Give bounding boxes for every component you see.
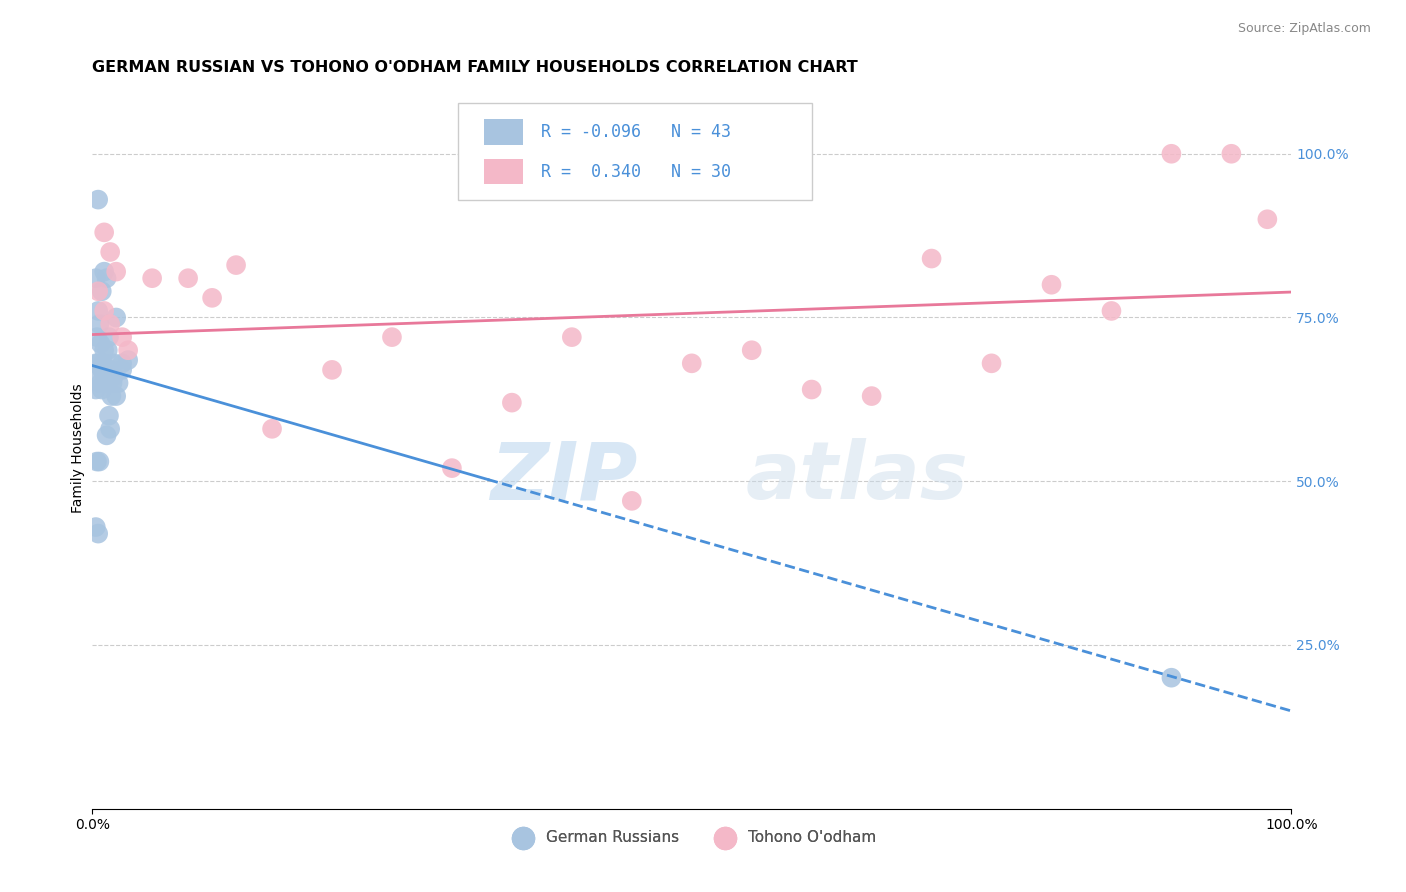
Point [980,356,1002,370]
Point [93,343,115,358]
Point [111,330,134,344]
Point [87,369,110,384]
Point [90,336,112,351]
Text: Source: ZipAtlas.com: Source: ZipAtlas.com [1237,22,1371,36]
Point [1040,277,1063,292]
Point [98,317,121,331]
Point [201,291,224,305]
Point [105,310,128,325]
Point [501,395,523,409]
Point [96,271,118,285]
Point [87,285,110,299]
Point [381,330,404,344]
Point [89,454,111,468]
Bar [484,120,523,145]
Point [260,422,283,436]
Point [225,258,247,272]
Bar [484,159,523,185]
Point [107,376,129,390]
Point [84,356,107,370]
Point [91,356,114,370]
Point [87,193,110,207]
Point [177,271,200,285]
Point [84,383,107,397]
Point [98,422,121,436]
Point [105,265,128,279]
Point [103,369,125,384]
FancyBboxPatch shape [458,103,811,200]
Point [91,363,114,377]
Point [90,285,112,299]
Point [111,356,134,370]
Text: GERMAN RUSSIAN VS TOHONO O'ODHAM FAMILY HOUSEHOLDS CORRELATION CHART: GERMAN RUSSIAN VS TOHONO O'ODHAM FAMILY … [93,60,858,75]
Point [94,369,117,384]
Y-axis label: Family Households: Family Households [72,384,86,513]
Point [141,271,163,285]
Point [90,363,112,377]
Point [561,330,583,344]
Point [93,363,115,377]
Point [117,353,139,368]
Point [98,409,121,423]
Point [117,343,139,358]
Point [87,526,110,541]
Point [86,330,108,344]
Text: R =  0.340   N = 30: R = 0.340 N = 30 [541,162,731,181]
Point [800,383,823,397]
Point [111,363,134,377]
Point [1101,304,1123,318]
Point [100,389,122,403]
Point [321,363,343,377]
Point [93,376,115,390]
Point [97,343,120,358]
Point [84,271,107,285]
Point [84,520,107,534]
Point [87,356,110,370]
Point [96,428,118,442]
Point [93,304,115,318]
Point [90,383,112,397]
Point [98,245,121,260]
Point [1160,146,1182,161]
Point [98,330,121,344]
Point [93,265,115,279]
Text: R = -0.096   N = 43: R = -0.096 N = 43 [541,123,731,141]
Point [1220,146,1243,161]
Point [860,389,883,403]
Point [93,225,115,239]
Point [89,317,111,331]
Point [87,304,110,318]
Point [98,363,121,377]
Point [90,376,112,390]
Point [105,389,128,403]
Point [1160,671,1182,685]
Point [103,356,125,370]
Point [101,376,124,390]
Text: ZIP: ZIP [491,438,638,516]
Point [921,252,943,266]
Legend: German Russians, Tohono O'odham: German Russians, Tohono O'odham [502,824,882,852]
Point [86,454,108,468]
Point [1256,212,1278,227]
Point [681,356,703,370]
Text: atlas: atlas [745,438,969,516]
Point [741,343,763,358]
Point [620,494,643,508]
Point [440,461,463,475]
